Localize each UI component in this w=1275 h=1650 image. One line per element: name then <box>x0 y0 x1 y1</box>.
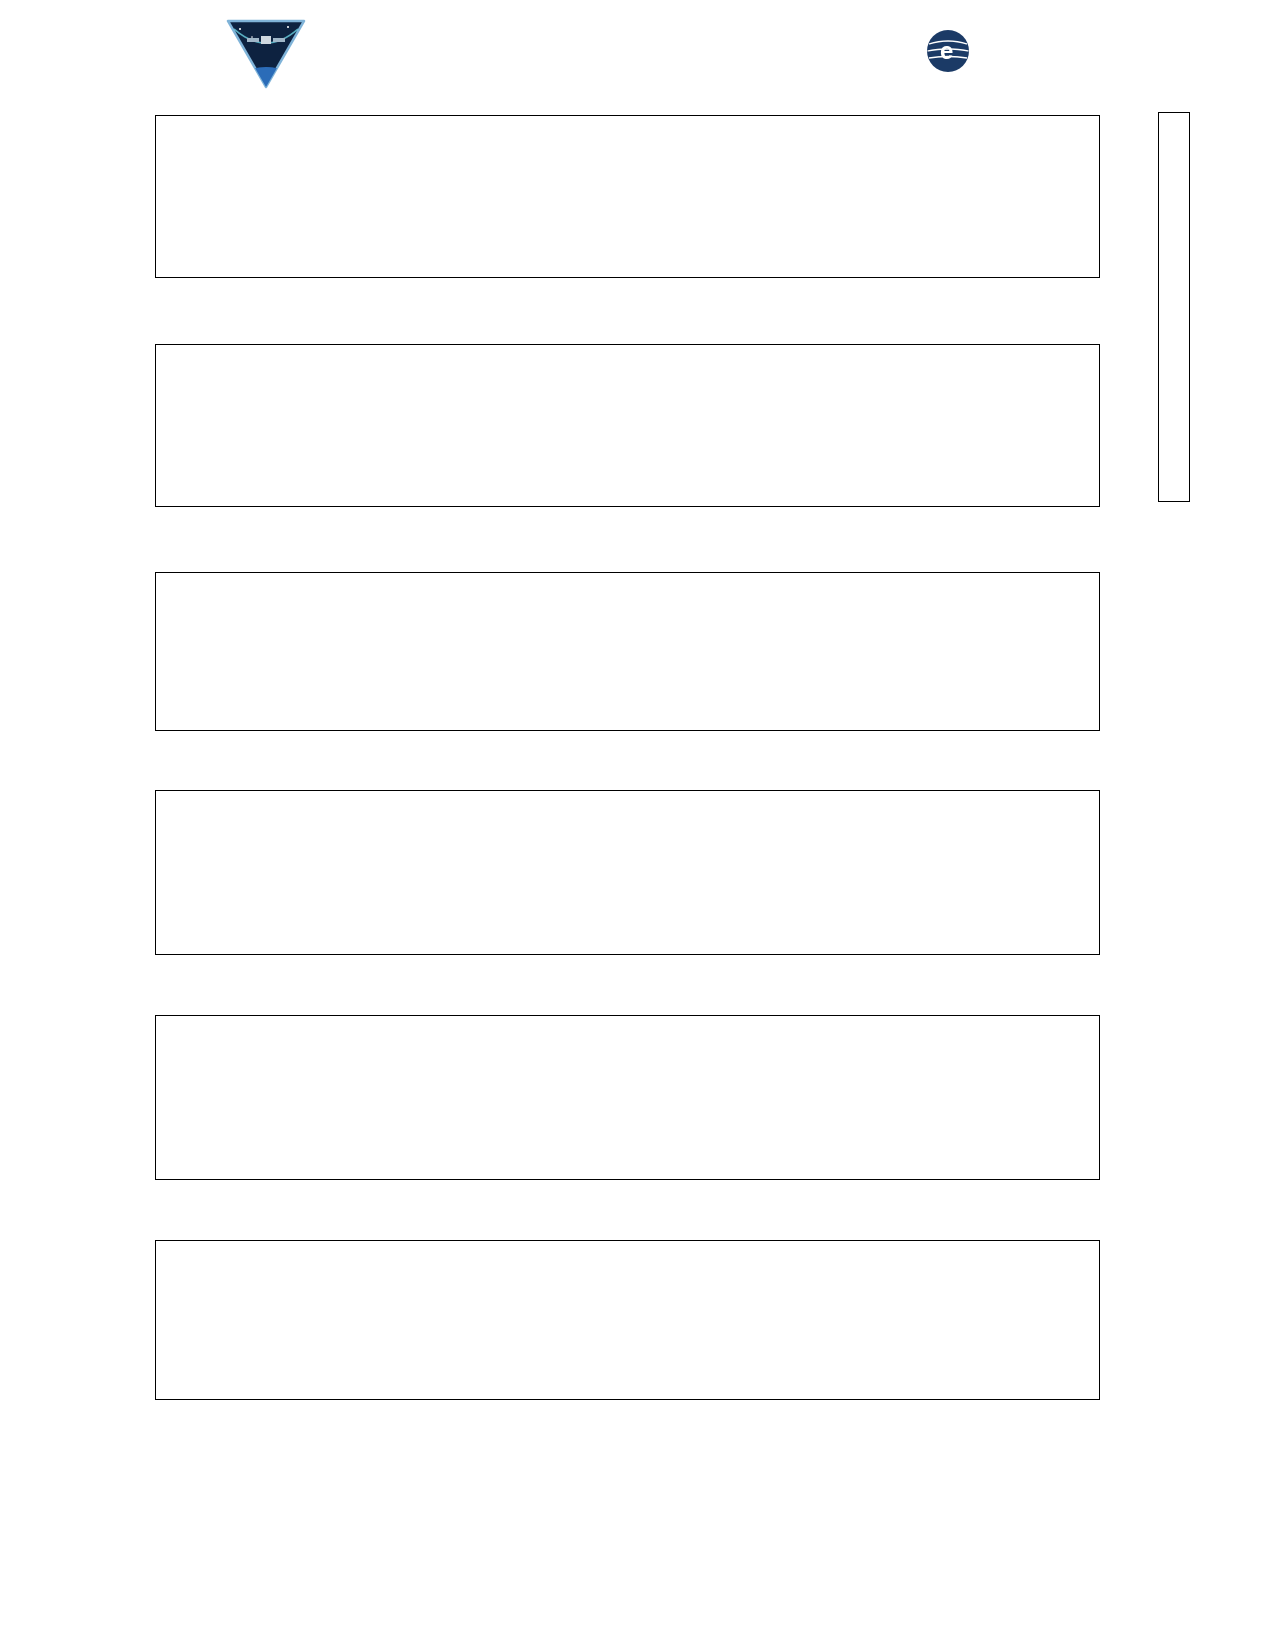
ylabel-outboard-spectrogram <box>72 46 112 346</box>
panel-model-measured <box>155 790 1100 955</box>
inboard-spectrogram-canvas <box>156 345 456 495</box>
ylabel-inboard-spectrogram <box>72 275 112 575</box>
ylabel-temperature <box>72 947 112 1247</box>
panel-outboard-spectrogram <box>155 115 1100 278</box>
patch-earth <box>232 67 300 87</box>
ylabel-voltage <box>72 1170 112 1470</box>
total-field-canvas <box>156 573 456 723</box>
ylabel-model-measured <box>72 722 112 1022</box>
cassiope-logo-svg <box>226 19 306 89</box>
panel-voltage <box>155 1240 1100 1400</box>
panel-inboard-spectrogram <box>155 344 1100 507</box>
voltage-canvas <box>156 1241 456 1391</box>
colorbar <box>1158 112 1275 502</box>
temperature-canvas <box>156 1016 456 1166</box>
cassiope-logo <box>222 6 310 92</box>
svg-text:e: e <box>940 38 953 65</box>
outboard-spectrogram-canvas <box>156 116 456 266</box>
esa-logo-svg: e <box>927 30 969 72</box>
panel-temperature <box>155 1015 1100 1180</box>
panel-total-field <box>155 572 1100 731</box>
esa-logo: e <box>925 24 1043 78</box>
colorbar-canvas <box>1159 113 1275 263</box>
patch-satellite <box>247 36 285 44</box>
ylabel-total-field <box>72 501 112 801</box>
esa-globe-icon <box>927 30 969 72</box>
model-measured-canvas <box>156 791 456 941</box>
